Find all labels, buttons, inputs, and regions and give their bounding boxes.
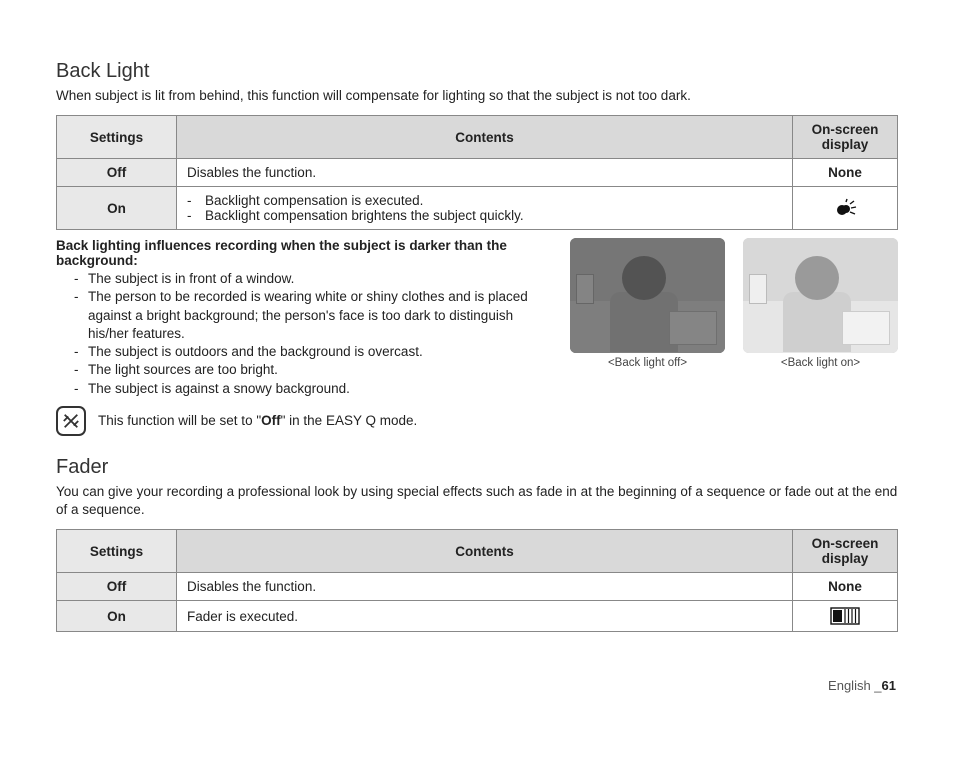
- cell-setting: On: [57, 601, 177, 632]
- thumb-caption: <Back light on>: [743, 357, 898, 369]
- cell-contents: Disables the function.: [177, 159, 793, 187]
- page-footer: English _61: [56, 678, 898, 693]
- section-backlight: Back Light When subject is lit from behi…: [56, 60, 898, 436]
- contents-line: Backlight compensation brightens the sub…: [205, 208, 782, 223]
- list-item: The subject is in front of a window.: [74, 270, 556, 288]
- fader-description: You can give your recording a profession…: [56, 483, 898, 519]
- table-row: On Fader is executed.: [57, 601, 898, 632]
- example-image: [570, 238, 725, 353]
- backlight-description: When subject is lit from behind, this fu…: [56, 87, 898, 105]
- table-header-row: Settings Contents On-screen display: [57, 116, 898, 159]
- list-item: The light sources are too bright.: [74, 361, 556, 379]
- example-thumbnails: <Back light off> <Back light on>: [570, 238, 898, 436]
- backlight-title: Back Light: [56, 60, 898, 83]
- thumb-backlight-on: <Back light on>: [743, 238, 898, 436]
- note-icon: [56, 406, 86, 436]
- note-bold: Off: [261, 413, 281, 428]
- th-osd: On-screen display: [793, 530, 898, 573]
- cell-osd: None: [793, 573, 898, 601]
- cell-contents: Fader is executed.: [177, 601, 793, 632]
- table-row: Off Disables the function. None: [57, 159, 898, 187]
- th-osd: On-screen display: [793, 116, 898, 159]
- cell-setting: On: [57, 187, 177, 230]
- note-post: " in the EASY Q mode.: [281, 413, 418, 428]
- th-settings: Settings: [57, 116, 177, 159]
- footer-sep: _: [871, 678, 882, 693]
- th-settings: Settings: [57, 530, 177, 573]
- fader-title: Fader: [56, 456, 898, 479]
- section-fader: Fader You can give your recording a prof…: [56, 456, 898, 632]
- fader-table: Settings Contents On-screen display Off …: [56, 529, 898, 632]
- cell-contents: Disables the function.: [177, 573, 793, 601]
- cell-osd: None: [793, 159, 898, 187]
- thumb-caption: <Back light off>: [570, 357, 725, 369]
- backlight-influences-block: Back lighting influences recording when …: [56, 238, 898, 436]
- cell-osd: [793, 187, 898, 230]
- footer-page: 61: [882, 678, 896, 693]
- list-item: The subject is outdoors and the backgrou…: [74, 343, 556, 361]
- note-row: This function will be set to "Off" in th…: [56, 406, 556, 436]
- cell-setting: Off: [57, 573, 177, 601]
- th-contents: Contents: [177, 530, 793, 573]
- contents-line: Backlight compensation is executed.: [205, 193, 782, 208]
- influences-heading: Back lighting influences recording when …: [56, 238, 556, 268]
- page: Back Light When subject is lit from behi…: [0, 0, 954, 713]
- table-header-row: Settings Contents On-screen display: [57, 530, 898, 573]
- th-contents: Contents: [177, 116, 793, 159]
- list-item: The subject is against a snowy backgroun…: [74, 380, 556, 398]
- influences-list: The subject is in front of a window. The…: [56, 270, 556, 398]
- footer-lang: English: [828, 678, 871, 693]
- thumb-backlight-off: <Back light off>: [570, 238, 725, 436]
- backlight-icon: [803, 198, 887, 218]
- note-text: This function will be set to "Off" in th…: [98, 413, 417, 428]
- table-row: Off Disables the function. None: [57, 573, 898, 601]
- cell-contents: -Backlight compensation is executed. -Ba…: [177, 187, 793, 230]
- fader-icon: [803, 607, 887, 625]
- cell-setting: Off: [57, 159, 177, 187]
- backlight-table: Settings Contents On-screen display Off …: [56, 115, 898, 230]
- example-image: [743, 238, 898, 353]
- note-pre: This function will be set to ": [98, 413, 261, 428]
- table-row: On -Backlight compensation is executed. …: [57, 187, 898, 230]
- list-item: The person to be recorded is wearing whi…: [74, 288, 556, 343]
- cell-osd: [793, 601, 898, 632]
